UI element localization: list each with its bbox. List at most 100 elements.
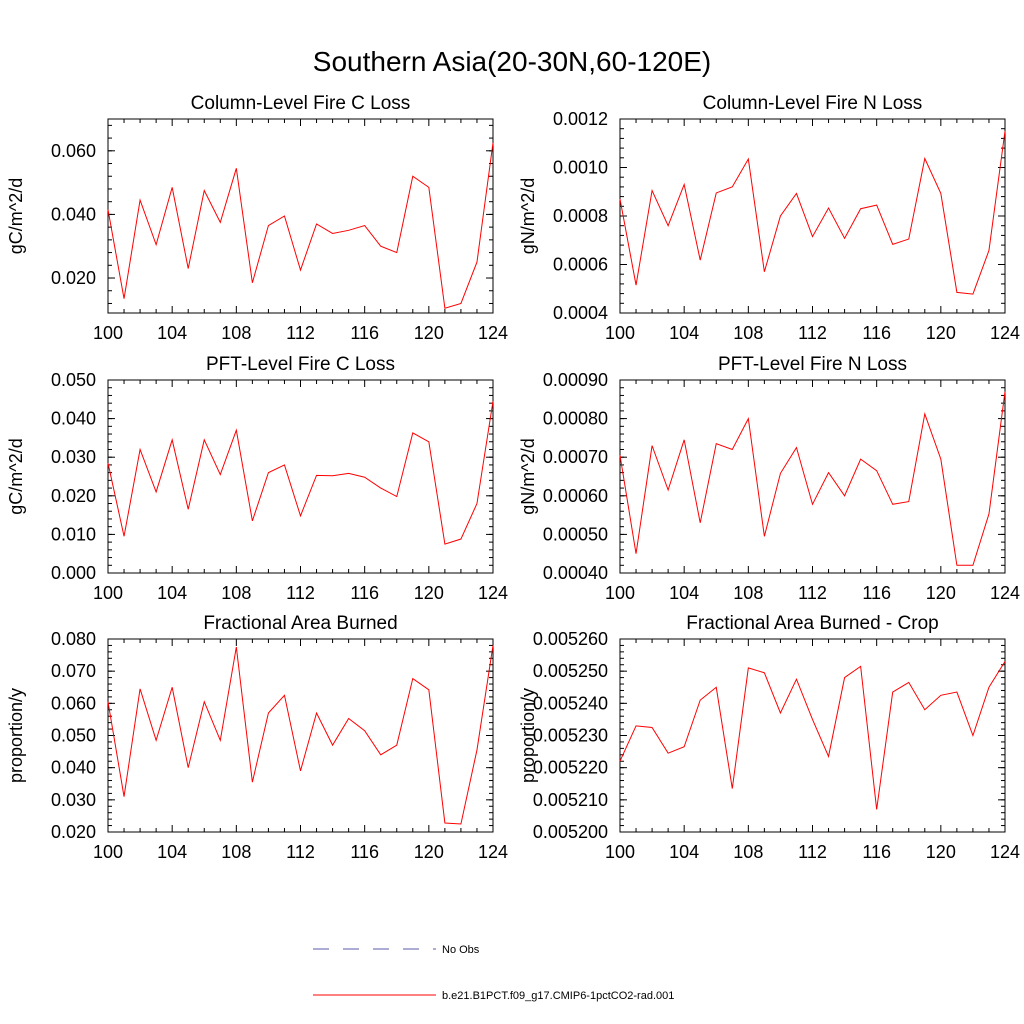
y-tick-label: 0.00080 [543, 409, 608, 429]
series-line [619, 661, 1006, 810]
x-tick-label: 120 [414, 842, 444, 862]
x-tick-label: 108 [733, 583, 763, 603]
figure-title: Southern Asia(20-30N,60-120E) [313, 46, 711, 77]
plot-frame [107, 118, 494, 314]
y-tick-label: 0.005260 [533, 629, 608, 649]
y-tick-label: 0.005230 [533, 726, 608, 746]
y-tick-label: 0.005250 [533, 661, 608, 681]
y-tick-label: 0.040 [51, 204, 96, 224]
panel-3: PFT-Level Fire C Loss gC/m^2/d 100 104 108 11… [6, 354, 508, 603]
x-tick-label: 120 [414, 323, 444, 343]
y-tick-label: 0.020 [51, 822, 96, 842]
series-line [619, 131, 1006, 295]
y-tick-label: 0.020 [51, 268, 96, 288]
y-axis-label: gC/m^2/d [6, 178, 26, 254]
x-tick-label: 100 [605, 583, 635, 603]
panel-4: PFT-Level Fire N Loss gN/m^2/d 100 104 108 11… [518, 354, 1020, 603]
panel-1: Column-Level Fire C Loss gC/m^2/d 100 104 10… [6, 93, 508, 343]
x-tick-label: 124 [478, 842, 508, 862]
x-tick-label: 104 [157, 842, 187, 862]
panel-6: Fractional Area Burned - Crop proportion/… [518, 613, 1020, 862]
plot-frame [619, 118, 1006, 314]
x-tick-label: 112 [798, 583, 827, 603]
x-tick-label: 104 [669, 323, 699, 343]
x-tick-label: 112 [286, 842, 315, 862]
x-tick-label: 120 [926, 323, 956, 343]
y-axis-label: proportion/y [518, 688, 538, 783]
y-tick-label: 0.0010 [553, 158, 608, 178]
x-tick-label: 124 [990, 323, 1020, 343]
y-axis-label: gC/m^2/d [6, 438, 26, 514]
x-tick-label: 116 [862, 323, 891, 343]
y-tick-label: 0.0008 [553, 206, 608, 226]
y-tick-label: 0.00070 [543, 447, 608, 467]
y-tick-label: 0.00060 [543, 486, 608, 506]
x-tick-label: 112 [286, 323, 315, 343]
panel-2: Column-Level Fire N Loss gN/m^2/d 100 104 10… [518, 93, 1020, 343]
y-tick-label: 0.0012 [553, 109, 608, 129]
x-tick-label: 104 [157, 323, 187, 343]
series-line [619, 391, 1006, 566]
y-tick-label: 0.005200 [533, 822, 608, 842]
series-line [107, 142, 494, 309]
x-tick-label: 108 [733, 842, 763, 862]
panel-title: Fractional Area Burned - Crop [686, 613, 938, 634]
x-tick-label: 120 [926, 842, 956, 862]
plot-frame [107, 379, 494, 574]
panel-5: Fractional Area Burned proportion/y 100 104… [6, 613, 508, 862]
y-tick-label: 0.060 [51, 693, 96, 713]
series-line [107, 645, 494, 825]
legend: No Obs b.e21.B1PCT.f09_g17.CMIP6-1pctCO2… [313, 944, 674, 1002]
x-tick-label: 116 [862, 842, 891, 862]
y-tick-label: 0.030 [51, 447, 96, 467]
x-tick-label: 104 [669, 842, 699, 862]
y-axis-label: gN/m^2/d [518, 438, 538, 514]
legend-label-no-obs: No Obs [442, 944, 480, 956]
panel-title: Column-Level Fire N Loss [703, 93, 923, 114]
y-tick-label: 0.020 [51, 486, 96, 506]
y-tick-label: 0.010 [51, 524, 96, 544]
y-tick-label: 0.080 [51, 629, 96, 649]
y-tick-label: 0.0006 [553, 255, 608, 275]
panels: Column-Level Fire C Loss gC/m^2/d 100 104 10… [6, 93, 1020, 862]
x-tick-label: 108 [221, 842, 251, 862]
x-tick-label: 116 [350, 323, 379, 343]
y-tick-label: 0.070 [51, 661, 96, 681]
x-tick-label: 100 [93, 842, 123, 862]
y-tick-label: 0.00090 [543, 370, 608, 390]
y-axis-label: gN/m^2/d [518, 178, 538, 254]
plot-frame [107, 638, 494, 833]
panel-title: PFT-Level Fire N Loss [718, 354, 907, 375]
x-tick-label: 124 [990, 583, 1020, 603]
x-tick-label: 124 [478, 583, 508, 603]
y-tick-label: 0.00040 [543, 563, 608, 583]
series-line [107, 401, 494, 545]
panel-title: Fractional Area Burned [203, 613, 397, 634]
x-tick-label: 108 [221, 323, 251, 343]
y-tick-label: 0.005240 [533, 693, 608, 713]
x-tick-label: 100 [605, 323, 635, 343]
y-tick-label: 0.040 [51, 758, 96, 778]
x-tick-label: 100 [93, 323, 123, 343]
x-tick-label: 112 [798, 842, 827, 862]
y-tick-label: 0.030 [51, 790, 96, 810]
x-tick-label: 120 [926, 583, 956, 603]
x-tick-label: 100 [605, 842, 635, 862]
y-tick-label: 0.060 [51, 141, 96, 161]
y-tick-label: 0.050 [51, 726, 96, 746]
y-tick-label: 0.050 [51, 370, 96, 390]
x-tick-label: 116 [862, 583, 891, 603]
x-tick-label: 108 [221, 583, 251, 603]
plot-frame [619, 379, 1006, 574]
panel-title: PFT-Level Fire C Loss [206, 354, 395, 375]
legend-label-model-run: b.e21.B1PCT.f09_g17.CMIP6-1pctCO2-rad.00… [442, 990, 674, 1002]
y-axis-label: proportion/y [6, 688, 26, 783]
x-tick-label: 112 [798, 323, 827, 343]
x-tick-label: 124 [478, 323, 508, 343]
x-tick-label: 108 [733, 323, 763, 343]
y-tick-label: 0.000 [51, 563, 96, 583]
x-tick-label: 104 [157, 583, 187, 603]
x-tick-label: 112 [286, 583, 315, 603]
y-tick-label: 0.00050 [543, 524, 608, 544]
